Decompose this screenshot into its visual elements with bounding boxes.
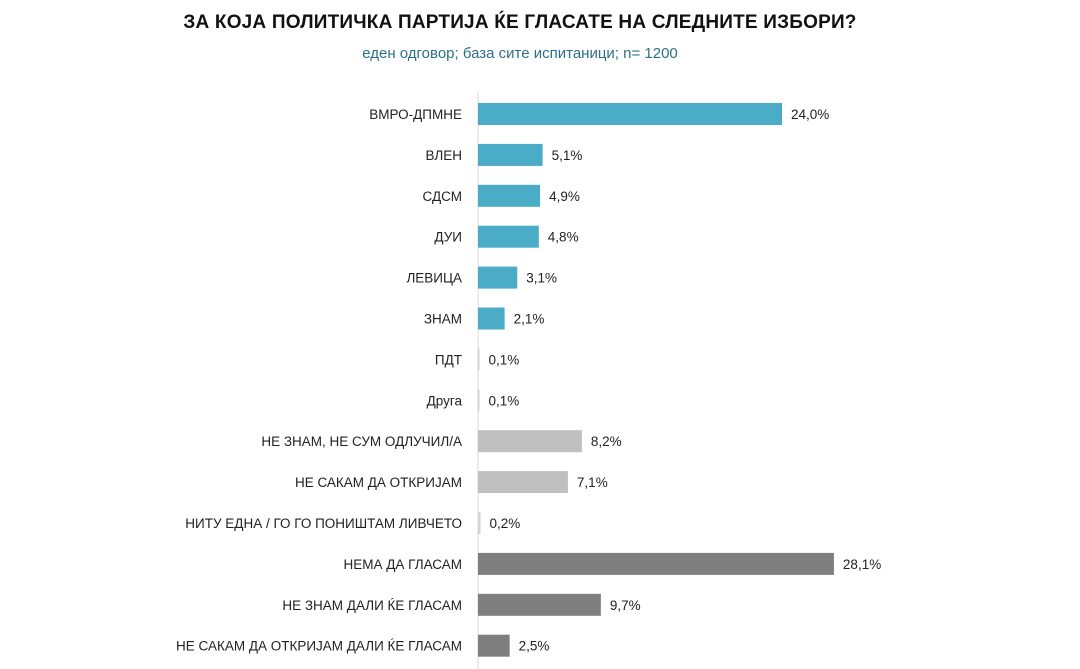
bars-group: ВМРО-ДПМНЕ 24,0% ВЛЕН 5,1% СДСМ 4,9% ДУИ 4,8% ЛЕ… [176, 103, 881, 657]
bar [478, 348, 480, 371]
bar [478, 430, 582, 453]
chart-title: ЗА КОЈА ПОЛИТИЧКА ПАРТИЈА ЌЕ ГЛАСАТЕ НА … [183, 12, 857, 33]
category-label: ВМРО-ДПМНЕ [369, 107, 462, 122]
category-label: НЕ ЗНАМ ДАЛИ ЌЕ ГЛАСАМ [282, 598, 462, 613]
category-label: НИТУ ЕДНА / ГО ГО ПОНИШТАМ ЛИВЧЕТО [185, 516, 462, 531]
value-label: 0,1% [489, 393, 520, 408]
bar [478, 225, 539, 248]
chart-subtitle: еден одговор; база сите испитаници; n= 1… [362, 45, 678, 62]
value-label: 4,8% [548, 230, 579, 245]
value-label: 0,1% [489, 352, 520, 367]
bar [478, 266, 518, 289]
bar [478, 143, 543, 166]
bar [478, 471, 568, 494]
bar [478, 512, 481, 534]
category-label: ВЛЕН [426, 148, 462, 163]
category-label: НЕ САКАМ ДА ОТКРИЈАМ ДАЛИ ЌЕ ГЛАСАМ [176, 639, 462, 654]
category-label: НЕ ЗНАМ, НЕ СУМ ОДЛУЧИЛ/А [261, 434, 462, 449]
bar [478, 184, 541, 207]
category-label: ДУИ [434, 230, 462, 245]
value-label: 28,1% [843, 557, 881, 572]
bar [478, 593, 601, 616]
bar [478, 307, 505, 330]
category-label: НЕМА ДА ГЛАСАМ [344, 557, 462, 572]
value-label: 2,1% [514, 312, 545, 327]
category-label: ЗНАМ [424, 312, 462, 327]
value-label: 3,1% [526, 271, 557, 286]
category-label: НЕ САКАМ ДА ОТКРИЈАМ [295, 475, 462, 490]
bar [478, 634, 510, 657]
bar [478, 103, 782, 125]
bar [478, 552, 834, 575]
bar [478, 389, 480, 412]
value-label: 2,5% [519, 639, 550, 654]
category-label: ЛЕВИЦА [406, 271, 462, 286]
category-label: СДСМ [423, 189, 462, 204]
value-label: 7,1% [577, 475, 608, 490]
category-label: Друга [427, 393, 463, 408]
value-label: 24,0% [791, 107, 829, 122]
value-label: 0,2% [490, 516, 521, 531]
value-label: 4,9% [549, 189, 580, 204]
value-label: 8,2% [591, 434, 622, 449]
category-label: ПДТ [435, 352, 462, 367]
value-label: 5,1% [552, 148, 583, 163]
value-label: 9,7% [610, 598, 641, 613]
